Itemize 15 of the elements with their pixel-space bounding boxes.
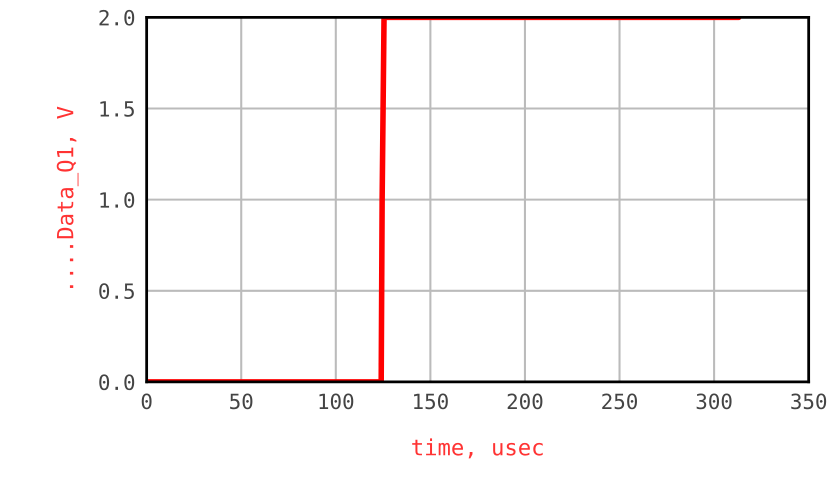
y-tick-label: 1.5: [100, 101, 134, 117]
x-tick-label: 300: [696, 394, 732, 410]
x-tick-label: 350: [791, 394, 826, 410]
x-tick-label: 50: [230, 394, 252, 410]
y-tick-label: 1.0: [100, 192, 134, 208]
x-tick-label: 250: [602, 394, 637, 410]
y-tick-label: 0.5: [99, 283, 134, 300]
y-tick-label: 2.0: [99, 10, 134, 26]
x-tick-label: 100: [319, 394, 354, 410]
x-axis-title: time, usec: [412, 438, 543, 458]
x-tick-label: 0: [142, 394, 152, 410]
x-tick-label: 150: [414, 394, 448, 410]
y-axis-title: ....Data_Q1, V: [56, 106, 78, 288]
y-tick-label: 0.0: [99, 374, 134, 390]
x-tick-label: 200: [508, 394, 542, 410]
